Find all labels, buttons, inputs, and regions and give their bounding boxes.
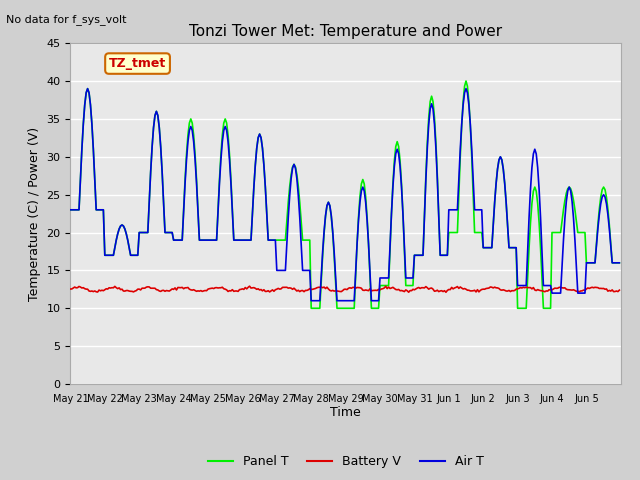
Title: Tonzi Tower Met: Temperature and Power: Tonzi Tower Met: Temperature and Power — [189, 24, 502, 39]
Text: TZ_tmet: TZ_tmet — [109, 57, 166, 70]
Text: No data for f_sys_volt: No data for f_sys_volt — [6, 14, 127, 25]
Legend: Panel T, Battery V, Air T: Panel T, Battery V, Air T — [203, 450, 488, 473]
Y-axis label: Temperature (C) / Power (V): Temperature (C) / Power (V) — [28, 127, 41, 300]
X-axis label: Time: Time — [330, 407, 361, 420]
